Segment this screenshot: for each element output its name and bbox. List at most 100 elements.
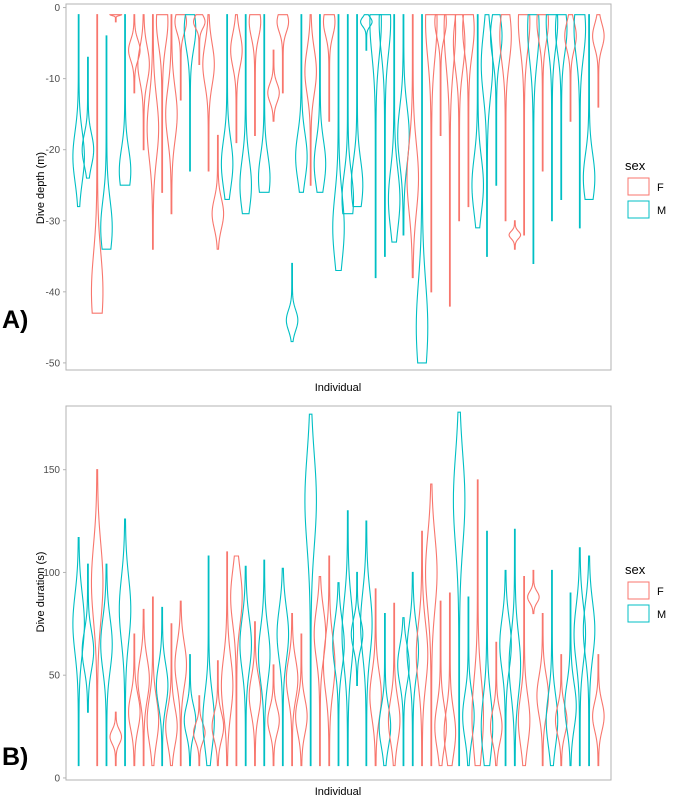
violin-duration-individual-41-f xyxy=(443,592,457,767)
violin-depth-individual-41-f xyxy=(443,14,457,307)
violin-duration-individual-2-m xyxy=(81,563,95,713)
y-tick-label: -40 xyxy=(46,287,61,298)
violin-depth-individual-5-f xyxy=(109,14,123,23)
violin-duration-individual-54-m xyxy=(564,592,577,767)
violin-depth-individual-52-m xyxy=(545,14,559,222)
violin-duration-individual-38-f xyxy=(415,530,429,767)
violin-duration-individual-50-f xyxy=(527,569,540,615)
violin-duration-individual-30-m xyxy=(341,510,355,767)
violin-duration-individual-21-m xyxy=(257,559,271,767)
violin-depth-individual-35-m xyxy=(387,14,401,243)
violin-duration-individual-31-m xyxy=(350,571,364,687)
violin-depth-individual-6-m xyxy=(118,14,132,186)
violin-depth-individual-33-m xyxy=(369,14,382,279)
violin-depth-individual-8-f xyxy=(137,14,150,151)
violin-duration-individual-46-f xyxy=(489,641,503,767)
violin-duration-individual-43-m xyxy=(462,596,475,767)
y-tick-label: -10 xyxy=(46,74,61,85)
violin-depth-individual-56-m xyxy=(582,14,596,200)
panel-b-x-axis-label: Individual xyxy=(315,786,361,798)
violin-duration-individual-8-f xyxy=(137,608,150,767)
violin-depth-individual-51-f xyxy=(536,14,549,172)
panel-b-legend-title: sex xyxy=(625,562,646,577)
violin-duration-individual-13-m xyxy=(183,654,197,767)
violin-duration-individual-25-f xyxy=(295,633,308,767)
violin-depth-individual-43-f xyxy=(462,14,475,208)
violin-depth-individual-20-f xyxy=(248,14,262,137)
violin-duration-individual-32-m xyxy=(360,520,373,767)
violin-duration-individual-5-f xyxy=(109,711,123,767)
panel-b-frame xyxy=(65,405,612,781)
violin-depth-individual-45-m xyxy=(480,14,494,257)
violin-duration-individual-55-m xyxy=(573,547,587,767)
violin-duration-individual-57-f xyxy=(592,654,605,767)
panel-a-legend: sex F M xyxy=(625,158,666,219)
y-tick-label: 0 xyxy=(54,773,60,784)
y-tick-label: 100 xyxy=(43,568,60,579)
violin-depth-individual-46-m xyxy=(489,14,503,186)
violin-depth-individual-7-f xyxy=(128,14,141,94)
violin-duration-individual-48-m xyxy=(508,528,522,767)
violin-depth-individual-18-f xyxy=(230,14,243,144)
violin-duration-individual-56-m xyxy=(582,555,596,767)
violin-duration-individual-27-f xyxy=(313,576,327,767)
y-tick-label: -30 xyxy=(46,216,61,227)
panel-a-frame xyxy=(65,3,612,371)
violin-depth-individual-57-f xyxy=(592,14,605,108)
violin-duration-individual-1-m xyxy=(72,536,85,767)
violin-duration-individual-44-f xyxy=(471,479,485,767)
violin-duration-individual-33-f xyxy=(369,588,382,767)
violin-depth-individual-53-m xyxy=(554,14,568,200)
violin-depth-individual-3-f xyxy=(90,14,104,314)
violin-depth-individual-37-f xyxy=(406,14,420,279)
violin-depth-individual-34-m xyxy=(378,14,392,257)
violin-depth-individual-21-m xyxy=(257,14,271,193)
violin-depth-individual-40-f xyxy=(434,14,447,137)
violin-duration-individual-29-m xyxy=(332,582,345,767)
legend-swatch-f xyxy=(627,177,650,196)
violin-duration-individual-12-f xyxy=(174,600,188,767)
y-tick-label: 0 xyxy=(54,3,60,14)
violin-depth-individual-54-f xyxy=(564,14,577,122)
violin-depth-individual-13-m xyxy=(183,14,197,172)
violin-duration-individual-40-f xyxy=(434,600,447,767)
violin-depth-individual-14-f xyxy=(192,14,206,65)
violin-duration-individual-6-m xyxy=(118,518,132,767)
violin-depth-individual-32-m xyxy=(360,14,373,51)
violin-duration-individual-39-f xyxy=(424,483,438,767)
panel-b-y-ticks: 0 50 100 150 xyxy=(43,465,66,784)
violin-depth-individual-2-m xyxy=(81,56,95,179)
violin-duration-individual-7-f xyxy=(128,633,141,767)
violin-depth-individual-47-f xyxy=(499,14,512,222)
violin-duration-individual-19-m xyxy=(239,565,252,767)
violin-duration-individual-15-m xyxy=(202,555,215,767)
violin-duration-individual-24-f xyxy=(285,613,299,767)
violin-duration-individual-9-f xyxy=(146,596,160,767)
panel-b-label: B) xyxy=(2,743,28,771)
violin-depth-individual-30-m xyxy=(341,14,355,215)
violin-duration-individual-36-m xyxy=(397,617,410,767)
panel-b-violins xyxy=(72,411,605,767)
violin-duration-individual-49-f xyxy=(517,576,531,767)
violin-duration-individual-35-f xyxy=(387,602,401,767)
violin-depth-individual-29-m xyxy=(332,14,345,272)
violin-duration-individual-23-m xyxy=(276,567,290,767)
violin-duration-individual-17-f xyxy=(220,551,234,767)
violin-depth-individual-50-m xyxy=(527,14,540,264)
violin-depth-individual-10-f xyxy=(155,14,169,193)
violin-depth-individual-11-f xyxy=(165,14,178,215)
violin-depth-individual-55-m xyxy=(573,14,587,229)
violin-depth-individual-4-m xyxy=(100,35,113,250)
y-tick-label: -20 xyxy=(46,145,61,156)
violin-duration-individual-52-m xyxy=(545,569,559,767)
violin-depth-individual-23-f xyxy=(276,14,290,94)
violin-depth-individual-38-m xyxy=(415,14,429,364)
violin-depth-individual-1-m xyxy=(72,14,85,208)
violin-duration-individual-26-m xyxy=(304,413,317,767)
violin-depth-individual-19-m xyxy=(239,14,253,215)
violin-duration-individual-4-m xyxy=(100,563,113,767)
legend-label-m: M xyxy=(657,205,666,217)
panel-b-legend: sex F M xyxy=(625,562,666,623)
violin-duration-individual-3-f xyxy=(90,469,104,767)
